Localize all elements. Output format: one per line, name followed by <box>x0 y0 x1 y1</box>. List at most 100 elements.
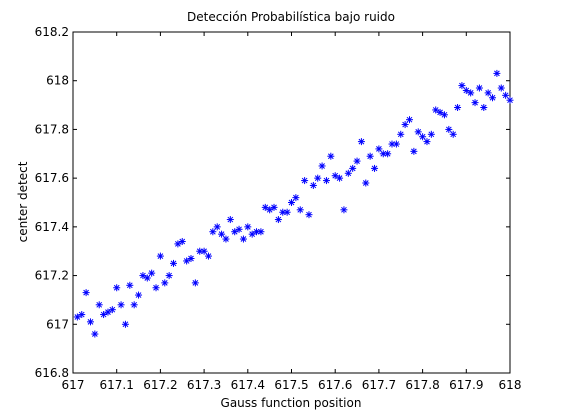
data-point <box>445 125 453 133</box>
data-point <box>165 272 173 280</box>
data-point <box>108 306 116 314</box>
data-point <box>239 235 247 243</box>
data-point <box>506 96 514 104</box>
data-point <box>401 121 409 129</box>
x-axis-ticks: 617 617.1 617.2 617.3 617.4 617.5 617.6 617.7 61… <box>62 32 521 392</box>
data-point <box>454 104 462 112</box>
data-point <box>156 252 164 260</box>
data-point <box>371 164 379 172</box>
data-point <box>270 203 278 211</box>
data-point <box>405 116 413 124</box>
data-point <box>423 138 431 146</box>
data-point <box>274 216 282 224</box>
y-tick-label: 617 <box>46 317 69 331</box>
x-axis-title: Gauss function position <box>221 396 362 410</box>
data-point <box>388 140 396 148</box>
data-point <box>288 199 295 206</box>
x-tick-label: 617.6 <box>318 378 352 392</box>
data-point <box>353 157 361 165</box>
data-point <box>213 223 221 231</box>
x-tick-label: 617 <box>62 378 85 392</box>
y-tick-label: 617.4 <box>35 220 69 234</box>
x-tick-label: 617.3 <box>187 378 221 392</box>
data-point <box>152 284 160 292</box>
chart-title: Detección Probabilística bajo ruido <box>187 10 395 24</box>
data-point <box>427 130 435 138</box>
data-point <box>117 301 125 309</box>
data-point <box>432 106 440 114</box>
data-point <box>375 145 383 153</box>
data-point <box>296 206 304 214</box>
y-tick-label: 616.8 <box>35 366 69 380</box>
data-point <box>121 320 129 328</box>
data-point <box>200 247 208 255</box>
data-point <box>314 174 322 182</box>
data-point <box>349 164 357 172</box>
data-point <box>86 318 94 326</box>
data-point <box>357 138 365 146</box>
y-tick-label: 618.2 <box>35 25 69 39</box>
data-point <box>379 150 387 158</box>
data-point <box>170 259 178 267</box>
data-point <box>283 208 291 216</box>
data-point <box>480 104 488 112</box>
x-tick-label: 617.2 <box>143 378 177 392</box>
data-point <box>95 301 103 309</box>
data-point <box>414 128 422 136</box>
data-point <box>397 130 405 138</box>
data-point <box>318 162 326 170</box>
data-point <box>384 150 392 158</box>
data-point <box>100 311 108 319</box>
data-point <box>113 284 121 292</box>
y-tick-label: 617.6 <box>35 171 69 185</box>
data-point <box>257 228 265 236</box>
x-tick-label: 617.1 <box>100 378 134 392</box>
data-point <box>497 84 505 92</box>
data-point <box>244 223 252 231</box>
data-point <box>178 237 186 245</box>
data-point <box>336 174 344 182</box>
x-tick-label: 617.4 <box>231 378 265 392</box>
data-point <box>392 140 400 148</box>
data-point <box>222 235 230 243</box>
data-point <box>327 152 335 160</box>
data-point <box>362 179 370 187</box>
data-point <box>322 177 330 185</box>
data-point <box>366 152 374 160</box>
y-tick-label: 617.8 <box>35 122 69 136</box>
data-point <box>226 216 234 224</box>
data-point <box>143 274 151 282</box>
data-point <box>410 147 418 155</box>
data-point <box>458 82 466 90</box>
data-point <box>292 194 300 202</box>
data-point <box>449 130 457 138</box>
data-point <box>502 91 510 99</box>
data-point <box>78 311 86 319</box>
data-point <box>218 230 226 238</box>
y-axis-title: center detect <box>16 161 30 242</box>
data-point <box>340 206 348 214</box>
x-tick-label: 617.8 <box>405 378 439 392</box>
data-point <box>130 301 138 309</box>
y-tick-label: 618 <box>46 74 69 88</box>
data-point <box>91 330 99 338</box>
data-point <box>305 211 313 219</box>
data-point <box>419 133 427 141</box>
data-point <box>148 269 156 277</box>
data-point <box>309 181 317 189</box>
data-point <box>204 252 212 260</box>
x-tick-label: 617.7 <box>362 378 396 392</box>
data-point <box>493 69 501 77</box>
y-axis-ticks: 616.8 617 617.2 617.4 617.6 617.8 618 618.2 <box>35 25 510 380</box>
data-point <box>344 169 352 177</box>
data-point <box>440 111 448 119</box>
data-point <box>135 291 143 299</box>
data-point <box>209 228 217 236</box>
data-point <box>467 89 475 97</box>
data-point <box>187 255 195 263</box>
data-point <box>475 84 483 92</box>
x-tick-label: 617.5 <box>274 378 308 392</box>
y-tick-label: 617.2 <box>35 269 69 283</box>
data-point <box>484 89 492 97</box>
